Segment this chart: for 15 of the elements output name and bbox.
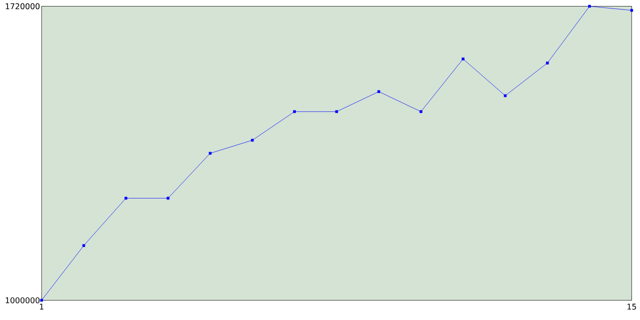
point bbox=[208, 152, 212, 155]
point bbox=[504, 94, 507, 98]
point bbox=[630, 8, 634, 12]
point bbox=[40, 298, 43, 302]
point bbox=[462, 58, 464, 60]
point bbox=[82, 244, 86, 247]
point bbox=[335, 110, 338, 113]
point bbox=[588, 4, 591, 8]
point bbox=[293, 110, 296, 113]
point bbox=[420, 110, 422, 113]
point bbox=[546, 62, 549, 64]
point bbox=[166, 196, 170, 200]
point bbox=[250, 138, 254, 142]
point bbox=[377, 90, 380, 93]
point bbox=[124, 196, 128, 200]
